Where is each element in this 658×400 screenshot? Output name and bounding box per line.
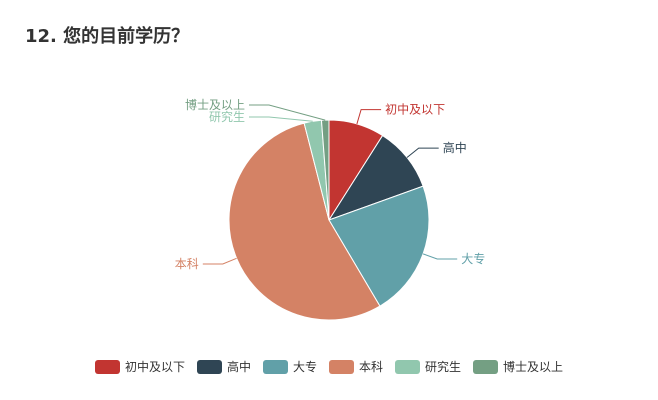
legend-item[interactable]: 大专 [262, 358, 317, 375]
slice-label: 高中 [443, 140, 467, 155]
legend-item[interactable]: 本科 [329, 358, 383, 375]
pie-slice[interactable] [328, 185, 430, 307]
slice-label: 本科 [175, 257, 199, 271]
legend-swatch [262, 359, 288, 374]
legend-swatch [196, 359, 222, 374]
slice-label: 研究生 [209, 109, 245, 124]
label-leader-line [202, 257, 237, 265]
pie-slice[interactable] [320, 119, 330, 221]
legend-item[interactable]: 初中及以下 [94, 358, 185, 375]
label-leader-line [356, 109, 382, 125]
legend-item[interactable]: 博士及以上 [473, 358, 563, 375]
legend-swatch [329, 359, 354, 374]
slice-label: 大专 [461, 251, 485, 266]
legend-swatch [473, 359, 499, 374]
label-leader-line [406, 147, 439, 158]
label-leader-line [249, 116, 313, 122]
chart-title: 12. 您的目前学历？ [25, 26, 190, 47]
legend-label: 大专 [292, 360, 317, 374]
chart-legend: 初中及以下 高中 大专 本科 研究生 博士及以上 [0, 358, 658, 375]
legend-item[interactable]: 高中 [196, 358, 251, 375]
legend-label: 初中及以下 [124, 360, 185, 374]
legend-item[interactable]: 研究生 [395, 358, 461, 375]
legend-label: 研究生 [425, 360, 462, 374]
legend-swatch [395, 359, 421, 374]
legend-label: 本科 [359, 360, 384, 374]
legend-swatch [94, 359, 120, 374]
slice-label: 博士及以上 [185, 97, 245, 112]
label-leader-line [249, 104, 326, 121]
label-leader-line [422, 253, 458, 260]
slice-label: 初中及以下 [385, 102, 445, 117]
pie-slice[interactable] [228, 122, 381, 321]
legend-label: 博士及以上 [503, 360, 564, 374]
pie-slices [228, 119, 430, 321]
legend-label: 高中 [226, 360, 251, 374]
